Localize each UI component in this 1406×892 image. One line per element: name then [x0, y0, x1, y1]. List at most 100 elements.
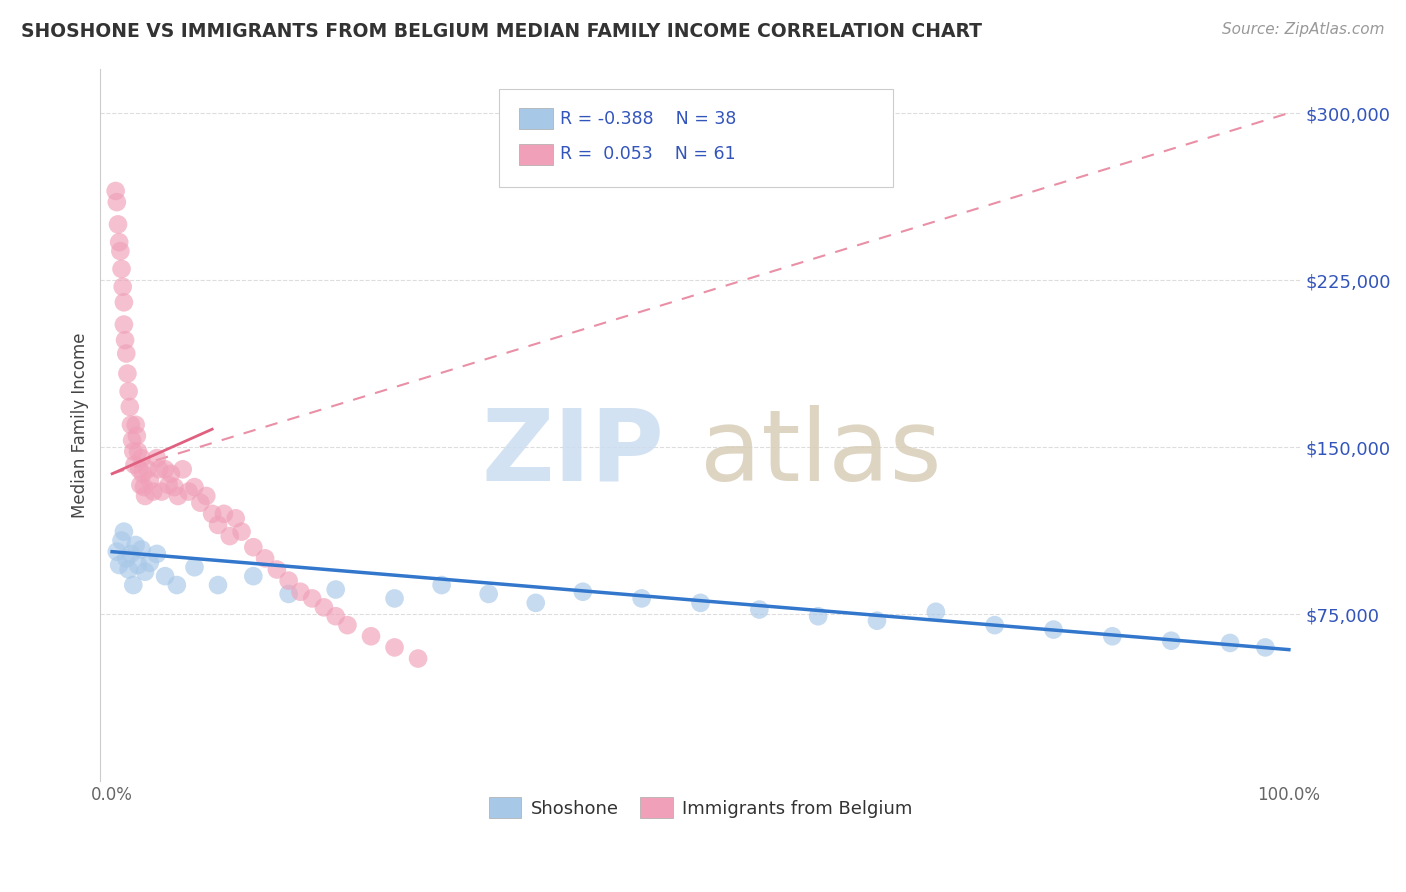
Point [124, 458, 146, 472]
Point [1101, 629, 1123, 643]
Point [125, 429, 148, 443]
Point [183, 560, 205, 574]
Point [112, 524, 135, 539]
Point [925, 605, 948, 619]
Point [242, 540, 264, 554]
Point [430, 578, 453, 592]
Point [166, 578, 188, 592]
Point [104, 184, 127, 198]
Point [478, 587, 501, 601]
Text: R =  0.053    N = 61: R = 0.053 N = 61 [560, 145, 735, 163]
Point [124, 538, 146, 552]
Point [866, 614, 889, 628]
Point [167, 489, 190, 503]
Point [218, 529, 240, 543]
Point [111, 279, 134, 293]
Text: R = -0.388    N = 38: R = -0.388 N = 38 [560, 110, 735, 128]
Point [406, 651, 429, 665]
Point [131, 451, 153, 466]
Point [131, 542, 153, 557]
Point [117, 562, 139, 576]
Point [153, 569, 176, 583]
Point [118, 400, 141, 414]
Point [134, 565, 156, 579]
Point [748, 602, 770, 616]
Point [115, 346, 138, 360]
Point [312, 600, 335, 615]
Point [1160, 633, 1182, 648]
Point [134, 489, 156, 503]
Point [112, 318, 135, 332]
Point [105, 195, 128, 210]
Point [336, 618, 359, 632]
Point [190, 496, 212, 510]
Point [146, 451, 169, 466]
Point [157, 478, 180, 492]
Point [114, 333, 136, 347]
Point [132, 467, 155, 481]
Point [132, 480, 155, 494]
Point [807, 609, 830, 624]
Point [183, 480, 205, 494]
Text: SHOSHONE VS IMMIGRANTS FROM BELGIUM MEDIAN FAMILY INCOME CORRELATION CHART: SHOSHONE VS IMMIGRANTS FROM BELGIUM MEDI… [21, 22, 981, 41]
Point [207, 578, 229, 592]
Point [112, 295, 135, 310]
Point [630, 591, 652, 606]
Point [127, 444, 149, 458]
Point [105, 544, 128, 558]
Point [107, 218, 129, 232]
Point [277, 574, 299, 588]
Text: atlas: atlas [700, 405, 942, 502]
Point [195, 489, 218, 503]
Point [136, 462, 159, 476]
Point [242, 569, 264, 583]
Point [139, 556, 162, 570]
Point [277, 587, 299, 601]
Point [212, 507, 235, 521]
Point [172, 462, 194, 476]
Point [572, 584, 595, 599]
Point [108, 235, 131, 250]
Y-axis label: Median Family Income: Median Family Income [72, 332, 89, 517]
Point [146, 547, 169, 561]
Legend: Shoshone, Immigrants from Belgium: Shoshone, Immigrants from Belgium [482, 790, 920, 825]
Point [301, 591, 323, 606]
Point [524, 596, 547, 610]
Point [177, 484, 200, 499]
Point [122, 444, 145, 458]
Point [124, 417, 146, 432]
Point [127, 558, 149, 572]
Point [110, 261, 132, 276]
Point [983, 618, 1005, 632]
Point [689, 596, 711, 610]
Text: Source: ZipAtlas.com: Source: ZipAtlas.com [1222, 22, 1385, 37]
Point [122, 578, 145, 592]
Point [254, 551, 277, 566]
Point [160, 467, 183, 481]
Point [108, 558, 131, 572]
Point [360, 629, 382, 643]
Point [1042, 623, 1064, 637]
Point [1219, 636, 1241, 650]
Point [120, 547, 142, 561]
Point [325, 582, 347, 597]
Point [117, 384, 139, 399]
Point [163, 480, 186, 494]
Point [325, 609, 347, 624]
Point [290, 584, 312, 599]
Point [115, 551, 138, 566]
Point [110, 533, 132, 548]
Point [142, 484, 165, 499]
Point [150, 484, 173, 499]
Point [128, 462, 150, 476]
Point [384, 640, 406, 655]
Point [120, 417, 142, 432]
Point [384, 591, 406, 606]
Point [117, 367, 139, 381]
Point [266, 562, 288, 576]
Point [1254, 640, 1277, 655]
Point [110, 244, 132, 258]
Point [121, 434, 143, 448]
Point [129, 478, 152, 492]
Point [139, 474, 162, 488]
